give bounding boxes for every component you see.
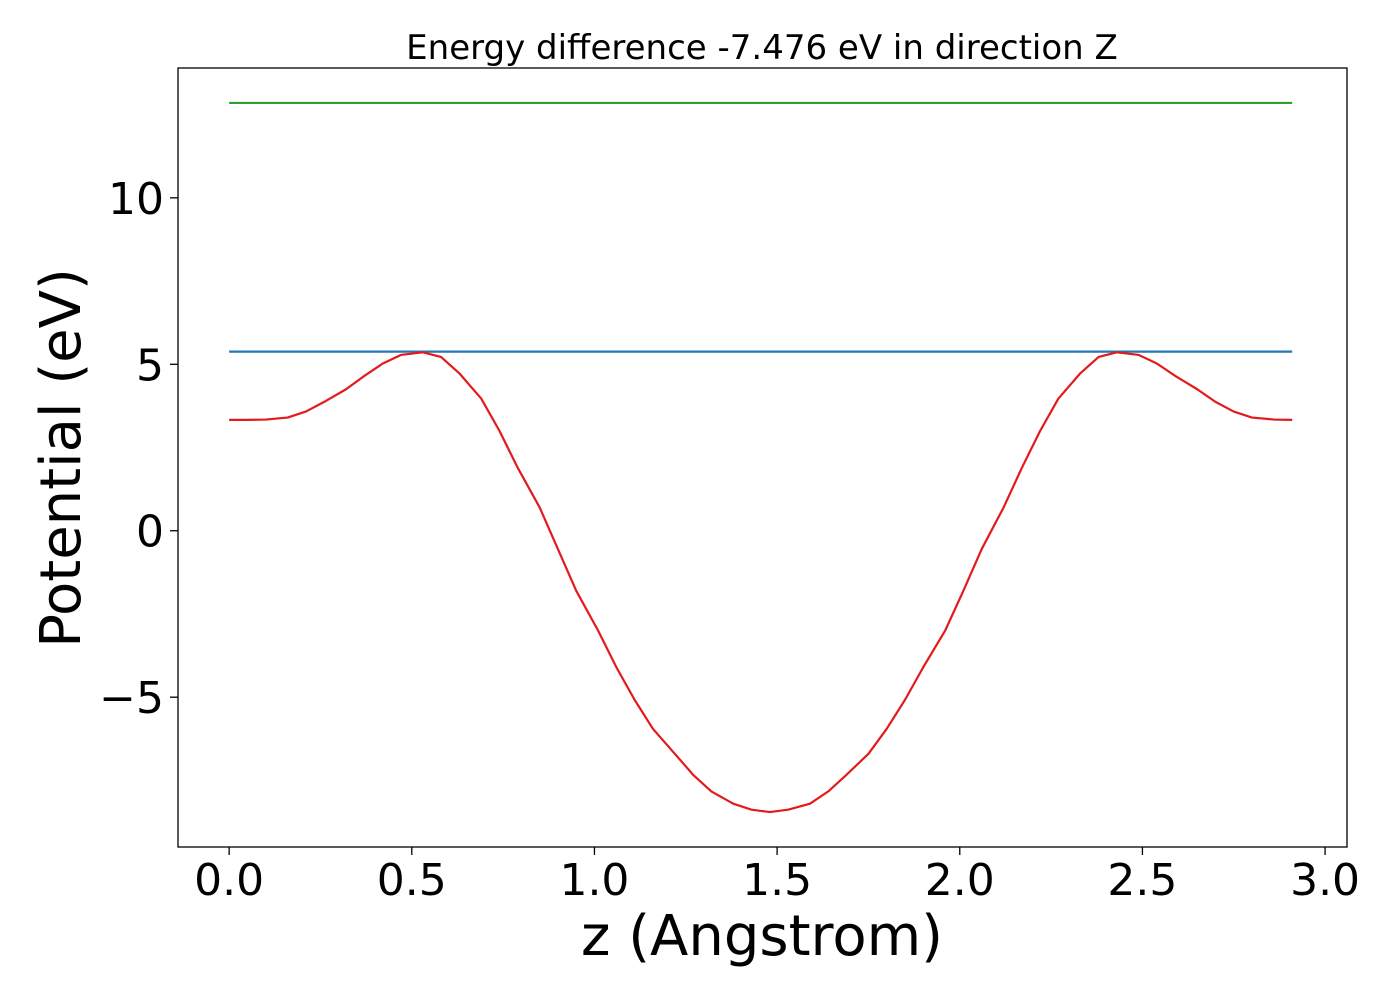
x-tick-label: 1.5 <box>742 855 812 906</box>
chart-title: Energy difference -7.476 eV in direction… <box>406 28 1118 68</box>
x-axis-ticks: 0.0 0.5 1.0 1.5 2.0 2.5 3.0 <box>194 847 1360 906</box>
y-axis-label: Potential (eV) <box>29 268 94 648</box>
y-tick-label: 10 <box>108 174 164 225</box>
x-axis-label: z (Angstrom) <box>581 904 943 969</box>
series-line-2 <box>229 351 1293 814</box>
x-tick-label: 2.0 <box>925 855 995 906</box>
y-axis-ticks: −5 0 5 10 <box>99 174 178 724</box>
x-tick-label: 0.5 <box>377 855 447 906</box>
x-tick-label: 3.0 <box>1290 855 1360 906</box>
y-tick-label: −5 <box>99 673 164 724</box>
x-tick-label: 0.0 <box>194 855 264 906</box>
y-tick-label: 0 <box>136 507 164 558</box>
plot-frame <box>177 67 1348 848</box>
x-tick-label: 1.0 <box>559 855 629 906</box>
series-layer <box>229 101 1293 814</box>
x-tick-label: 2.5 <box>1107 855 1177 906</box>
y-tick-label: 5 <box>136 340 164 391</box>
